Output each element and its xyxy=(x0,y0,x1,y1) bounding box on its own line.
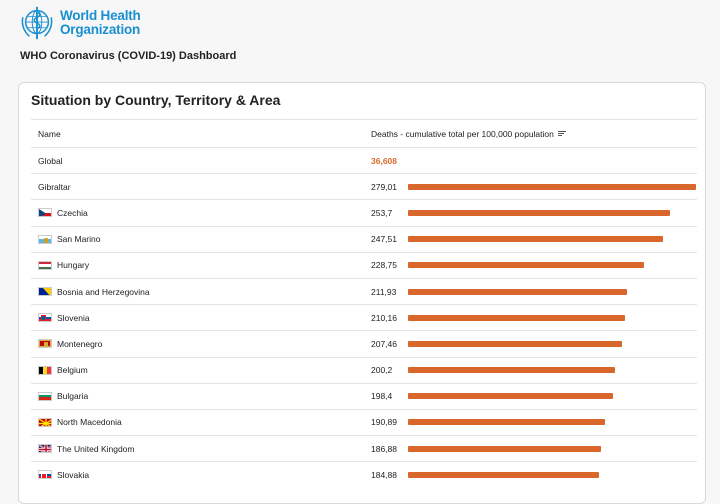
card-title: Situation by Country, Territory & Area xyxy=(31,92,281,108)
who-emblem-icon xyxy=(21,6,53,40)
who-wordmark-line1: World Health xyxy=(60,8,141,23)
uk-flag-icon xyxy=(38,444,52,454)
north-macedonia-flag-icon xyxy=(38,417,52,427)
row-name-label: Slovenia xyxy=(57,312,90,323)
who-wordmark: World Health Organization xyxy=(60,9,141,37)
row-value: 200,2 xyxy=(371,365,393,376)
row-bar xyxy=(408,288,627,295)
row-value: 228,75 xyxy=(371,260,397,271)
situation-card: Situation by Country, Territory & Area N… xyxy=(18,82,706,504)
san-marino-flag-icon xyxy=(38,234,52,244)
row-name: San Marino xyxy=(38,227,100,252)
row-name: Czechia xyxy=(38,200,88,225)
slovenia-flag-icon xyxy=(38,313,52,323)
table-row[interactable]: Gibraltar 279,01 xyxy=(31,173,697,199)
row-value: 36,608 xyxy=(371,155,397,166)
row-name-label: Slovakia xyxy=(57,469,90,480)
table-row[interactable]: Bosnia and Herzegovina 211,93 xyxy=(31,277,697,304)
table-row[interactable]: Slovenia 210,16 xyxy=(31,304,697,330)
row-value: 186,88 xyxy=(371,443,397,454)
row-bar xyxy=(408,340,623,347)
czechia-flag-icon xyxy=(38,208,52,218)
row-name: The United Kingdom xyxy=(38,436,135,461)
row-name: Gibraltar xyxy=(38,174,71,199)
table-row[interactable]: Bulgaria 198,4 xyxy=(31,382,697,409)
row-name-label: Bulgaria xyxy=(57,391,89,402)
row-bar xyxy=(408,393,613,400)
table-row[interactable]: North Macedonia 190,89 xyxy=(31,408,697,435)
row-name: Hungary xyxy=(38,253,89,278)
row-value: 190,89 xyxy=(371,417,397,428)
row-name-label: Hungary xyxy=(57,260,90,271)
table-row-global[interactable]: Global 36,608 xyxy=(31,147,697,173)
row-value: 211,93 xyxy=(371,286,397,297)
column-header-deaths[interactable]: Deaths - cumulative total per 100,000 po… xyxy=(371,120,566,147)
row-bar xyxy=(408,183,696,190)
row-name-label: San Marino xyxy=(57,234,101,245)
row-name: Bosnia and Herzegovina xyxy=(38,279,150,304)
row-value: 198,4 xyxy=(371,391,393,402)
column-header-deaths-label: Deaths - cumulative total per 100,000 po… xyxy=(371,128,554,139)
who-wordmark-line2: Organization xyxy=(60,22,141,37)
country-rows: Gibraltar 279,01 Czechia 253,7 San Marino 247… xyxy=(31,173,697,487)
bosnia-flag-icon xyxy=(38,287,52,297)
hungary-flag-icon xyxy=(38,260,52,270)
row-name-label: Montenegro xyxy=(57,338,103,349)
row-name-label: Czechia xyxy=(57,207,88,218)
row-name: Global xyxy=(38,155,63,166)
row-name: Belgium xyxy=(38,358,88,383)
table-row[interactable]: San Marino 247,51 xyxy=(31,225,697,252)
row-bar xyxy=(408,419,606,426)
row-name: Bulgaria xyxy=(38,384,88,409)
row-value: 253,7 xyxy=(371,207,393,218)
sort-icon[interactable] xyxy=(557,131,566,136)
row-name: Slovenia xyxy=(38,305,90,330)
row-value: 210,16 xyxy=(371,312,397,323)
row-name-label: The United Kingdom xyxy=(57,443,135,454)
dashboard-title: WHO Coronavirus (COVID-19) Dashboard xyxy=(20,50,237,62)
table-row[interactable]: Czechia 253,7 xyxy=(31,199,697,225)
row-name: North Macedonia xyxy=(38,410,122,435)
who-logo[interactable]: World Health Organization xyxy=(18,4,141,42)
row-name: Slovakia xyxy=(38,462,89,487)
montenegro-flag-icon xyxy=(38,339,52,349)
row-bar xyxy=(408,209,670,216)
row-value: 279,01 xyxy=(371,181,397,192)
row-name-label: Gibraltar xyxy=(38,181,71,192)
row-bar xyxy=(408,445,601,452)
country-table: Name Deaths - cumulative total per 100,0… xyxy=(31,119,697,487)
table-row[interactable]: Hungary 228,75 xyxy=(31,251,697,278)
table-row[interactable]: The United Kingdom 186,88 xyxy=(31,435,697,461)
row-value: 207,46 xyxy=(371,338,397,349)
row-bar xyxy=(408,471,599,478)
slovakia-flag-icon xyxy=(38,470,52,480)
table-row[interactable]: Belgium 200,2 xyxy=(31,356,697,383)
row-bar xyxy=(408,262,645,269)
belgium-flag-icon xyxy=(38,365,52,375)
row-value: 247,51 xyxy=(371,234,397,245)
table-row[interactable]: Montenegro 207,46 xyxy=(31,330,697,356)
row-name-label: Bosnia and Herzegovina xyxy=(57,286,150,297)
row-bar xyxy=(408,314,625,321)
row-name-label: Belgium xyxy=(57,365,88,376)
row-bar xyxy=(408,236,664,243)
row-name: Montenegro xyxy=(38,331,102,356)
table-header-row: Name Deaths - cumulative total per 100,0… xyxy=(31,119,697,147)
table-row[interactable]: Slovakia 184,88 xyxy=(31,461,697,487)
bulgaria-flag-icon xyxy=(38,391,52,401)
column-header-name[interactable]: Name xyxy=(38,128,61,139)
row-value: 184,88 xyxy=(371,469,397,480)
row-name-label: North Macedonia xyxy=(57,417,122,428)
row-bar xyxy=(408,367,615,374)
